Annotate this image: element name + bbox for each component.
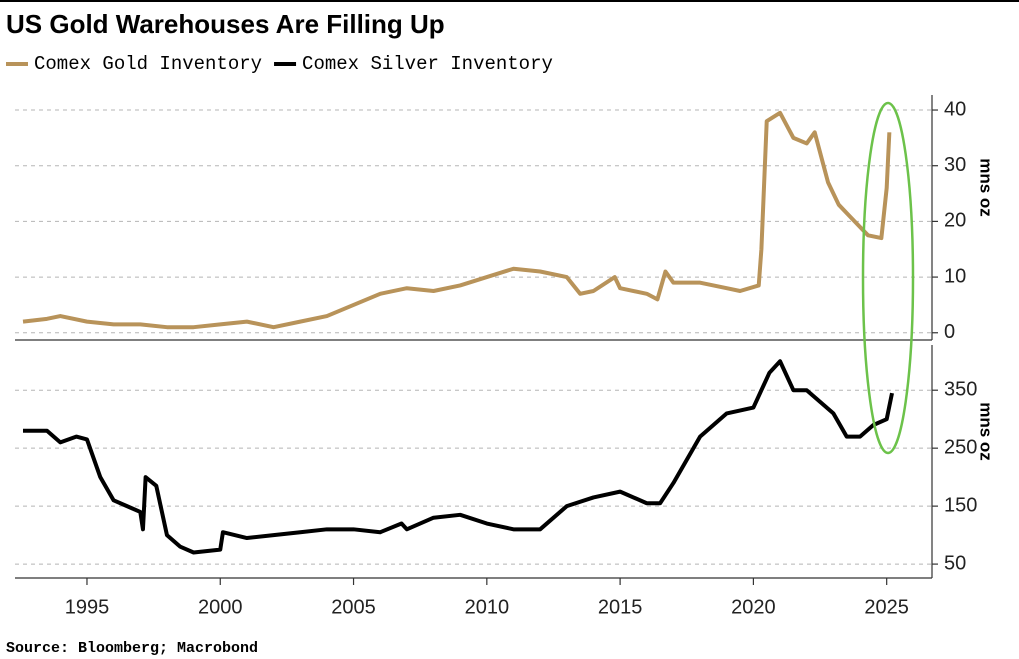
legend: Comex Gold Inventory Comex Silver Invento… — [6, 53, 553, 75]
y-tick-label: 150 — [944, 494, 977, 516]
y-axis-label: mns oz — [977, 402, 996, 461]
x-tick-label: 2025 — [864, 596, 909, 618]
legend-label: Comex Silver Inventory — [302, 53, 553, 75]
legend-label: Comex Gold Inventory — [34, 53, 262, 75]
source: Source: Bloomberg; Macrobond — [6, 640, 258, 657]
y-tick-label: 10 — [944, 265, 966, 287]
x-tick-label: 2000 — [198, 596, 243, 618]
y-tick-label: 20 — [944, 210, 966, 232]
y-tick-label: 40 — [944, 98, 966, 120]
x-tick-label: 2005 — [331, 596, 376, 618]
y-axis-label: mns oz — [977, 158, 996, 217]
x-tick-label: 1995 — [65, 596, 110, 618]
y-tick-label: 0 — [944, 321, 955, 343]
y-tick-label: 30 — [944, 154, 966, 176]
x-tick-label: 2020 — [731, 596, 776, 618]
chart-title: US Gold Warehouses Are Filling Up — [6, 9, 445, 39]
y-tick-label: 50 — [944, 552, 966, 574]
y-tick-label: 250 — [944, 436, 977, 458]
data-line — [22, 110, 892, 330]
y-tick-label: 350 — [944, 378, 977, 400]
x-tick-label: 2010 — [465, 596, 510, 618]
highlight-ellipse — [861, 101, 915, 455]
data-line — [22, 359, 894, 555]
x-tick-label: 2015 — [598, 596, 643, 618]
